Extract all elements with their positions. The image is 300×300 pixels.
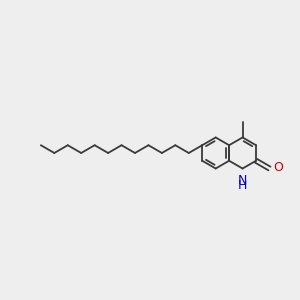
Text: H: H	[238, 179, 247, 192]
Text: N: N	[238, 174, 247, 187]
Text: O: O	[273, 161, 283, 174]
